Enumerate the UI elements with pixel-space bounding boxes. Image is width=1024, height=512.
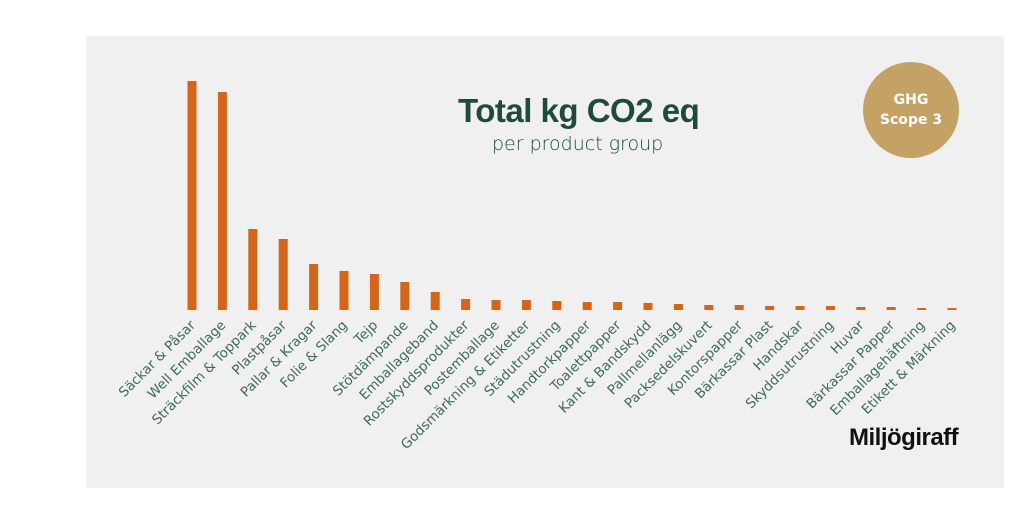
miljogiraff-logo: Miljögiraff <box>849 424 959 451</box>
bar <box>430 292 440 310</box>
bar <box>278 239 288 310</box>
badge-line-2: Scope 3 <box>879 112 943 128</box>
badge-line-1: GHG <box>893 92 929 108</box>
bar <box>248 229 258 310</box>
bar <box>217 92 227 310</box>
chart-background <box>86 36 1004 488</box>
bar <box>643 303 653 310</box>
bar <box>187 81 197 310</box>
bar <box>339 271 349 310</box>
bar <box>400 282 410 310</box>
bar <box>734 305 744 310</box>
bar <box>856 307 866 310</box>
bar <box>765 306 775 310</box>
bar <box>552 301 562 310</box>
bar <box>613 302 623 310</box>
bar <box>582 302 592 310</box>
bar <box>795 306 805 310</box>
chart-title: Total kg CO2 eq <box>458 92 700 129</box>
ghg-scope-badge: GHG Scope 3 <box>863 62 959 158</box>
bar <box>947 308 957 310</box>
bar <box>521 300 531 310</box>
bar <box>673 304 683 310</box>
chart-subtitle: per product group <box>492 133 664 155</box>
bar <box>917 308 927 310</box>
bar <box>309 264 319 310</box>
bar <box>461 299 471 310</box>
bar <box>704 305 714 310</box>
bar <box>491 300 501 310</box>
bar <box>886 307 896 310</box>
bar <box>369 274 379 310</box>
bar <box>825 306 835 310</box>
